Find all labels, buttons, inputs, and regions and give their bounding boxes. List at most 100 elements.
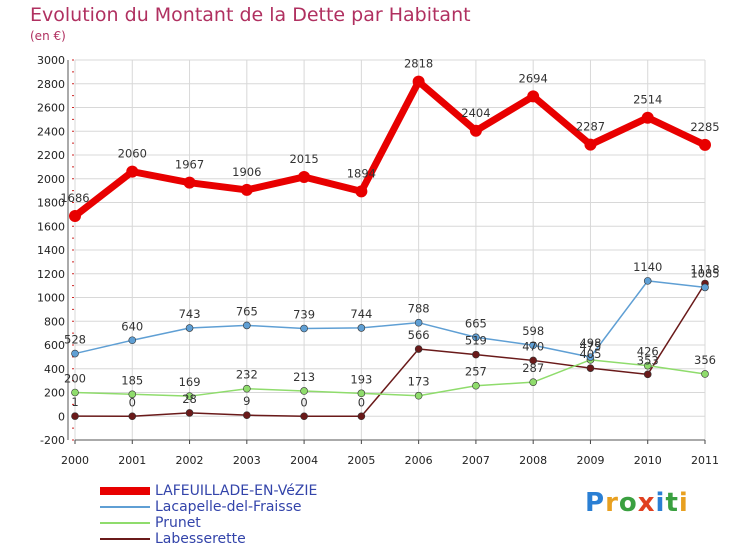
data-point [529,378,537,386]
series-line [74,359,706,397]
legend-label: Lacapelle-del-Fraisse [155,499,302,515]
logo-letter: i [655,488,666,518]
data-point [643,370,652,379]
data-point [472,333,480,342]
y-tick-label: -200 [40,434,65,447]
logo-letter: x [637,488,656,518]
data-point [412,75,425,88]
data-point [128,412,137,421]
data-label: 744 [350,307,372,321]
y-tick-label: 1200 [37,268,65,281]
data-point [529,341,537,350]
data-label: 1140 [633,260,662,274]
y-tick-label: 1000 [37,292,65,305]
y-tick-label: 2600 [37,102,65,115]
data-label: 0 [300,395,307,409]
y-tick-label: 200 [44,387,65,400]
data-point [472,350,480,359]
data-label: 356 [694,353,716,367]
logo-letter: i [678,488,689,518]
data-label: 185 [121,373,143,387]
data-label: 475 [579,339,601,353]
data-point [300,324,308,333]
data-label: 519 [465,334,487,348]
data-label: 0 [129,395,136,409]
data-point [126,165,139,178]
data-point [641,111,654,124]
data-point [529,356,537,365]
y-tick-label: 3000 [37,54,65,67]
data-label: 353 [637,353,659,367]
data-label: 28 [182,392,197,406]
series-line [74,283,706,417]
legend-swatch [100,522,150,524]
data-label: 426 [637,345,659,359]
data-point [472,381,480,390]
legend-swatch [100,538,150,540]
legend-swatch [100,506,150,508]
x-tick-label: 2006 [405,454,433,467]
legend-label: LAFEUILLADE-EN-VéZIE [155,483,318,499]
data-label: 193 [350,372,372,386]
legend-label: Labesserette [155,531,246,547]
data-label: 2060 [118,147,147,161]
x-tick-label: 2001 [118,454,146,467]
data-point [128,390,137,399]
y-tick-label: 0 [58,410,65,423]
data-label: 1118 [690,262,719,276]
chart-unit-label: (en €) [30,29,66,43]
series-line [72,78,707,219]
data-point [185,324,194,332]
data-point [584,138,597,151]
y-tick-label: 800 [44,315,65,328]
y-tick-label: 1400 [37,244,65,257]
chart-title: Evolution du Montant de la Dette par Hab… [30,4,471,26]
data-point [185,392,194,400]
data-label: 1967 [175,158,204,172]
data-label: 528 [64,333,86,347]
data-point [243,384,251,393]
data-point [128,336,137,345]
x-tick-label: 2005 [347,454,375,467]
y-tick-label: 1600 [37,220,65,233]
logo-letter: o [618,488,638,518]
data-label: 498 [579,336,601,350]
data-label: 169 [179,375,201,389]
x-tick-label: 2000 [61,454,89,467]
x-tick-label: 2009 [576,454,604,467]
legend-label: Prunet [155,515,201,531]
data-point [643,361,652,370]
x-tick-label: 2002 [176,454,204,467]
data-point [185,409,194,417]
y-tick-label: 1800 [37,197,65,210]
y-tick-label: 2800 [37,78,65,91]
logo-letter: P [585,488,606,518]
data-label: 2015 [289,152,318,166]
data-point [240,183,253,196]
data-point [527,90,540,103]
x-tick-label: 2010 [634,454,662,467]
series-line [74,280,706,358]
data-label: 213 [293,370,315,384]
data-label: 743 [179,307,201,321]
data-point [243,411,251,419]
y-tick-label: 2200 [37,149,65,162]
y-tick-label: 400 [44,363,65,376]
data-point [586,353,595,361]
data-label: 173 [408,375,430,389]
data-label: 2404 [461,106,490,120]
data-label: 1686 [60,191,89,205]
data-label: 2287 [576,120,605,134]
data-point [69,210,81,223]
data-point [414,391,423,400]
data-label: 2694 [519,71,548,85]
data-point [701,370,709,378]
x-tick-label: 2008 [519,454,547,467]
data-point [414,318,423,327]
data-point [699,138,711,151]
data-point [357,324,366,332]
y-tick-label: 600 [44,339,65,352]
data-point [701,283,709,292]
data-point [298,170,311,183]
